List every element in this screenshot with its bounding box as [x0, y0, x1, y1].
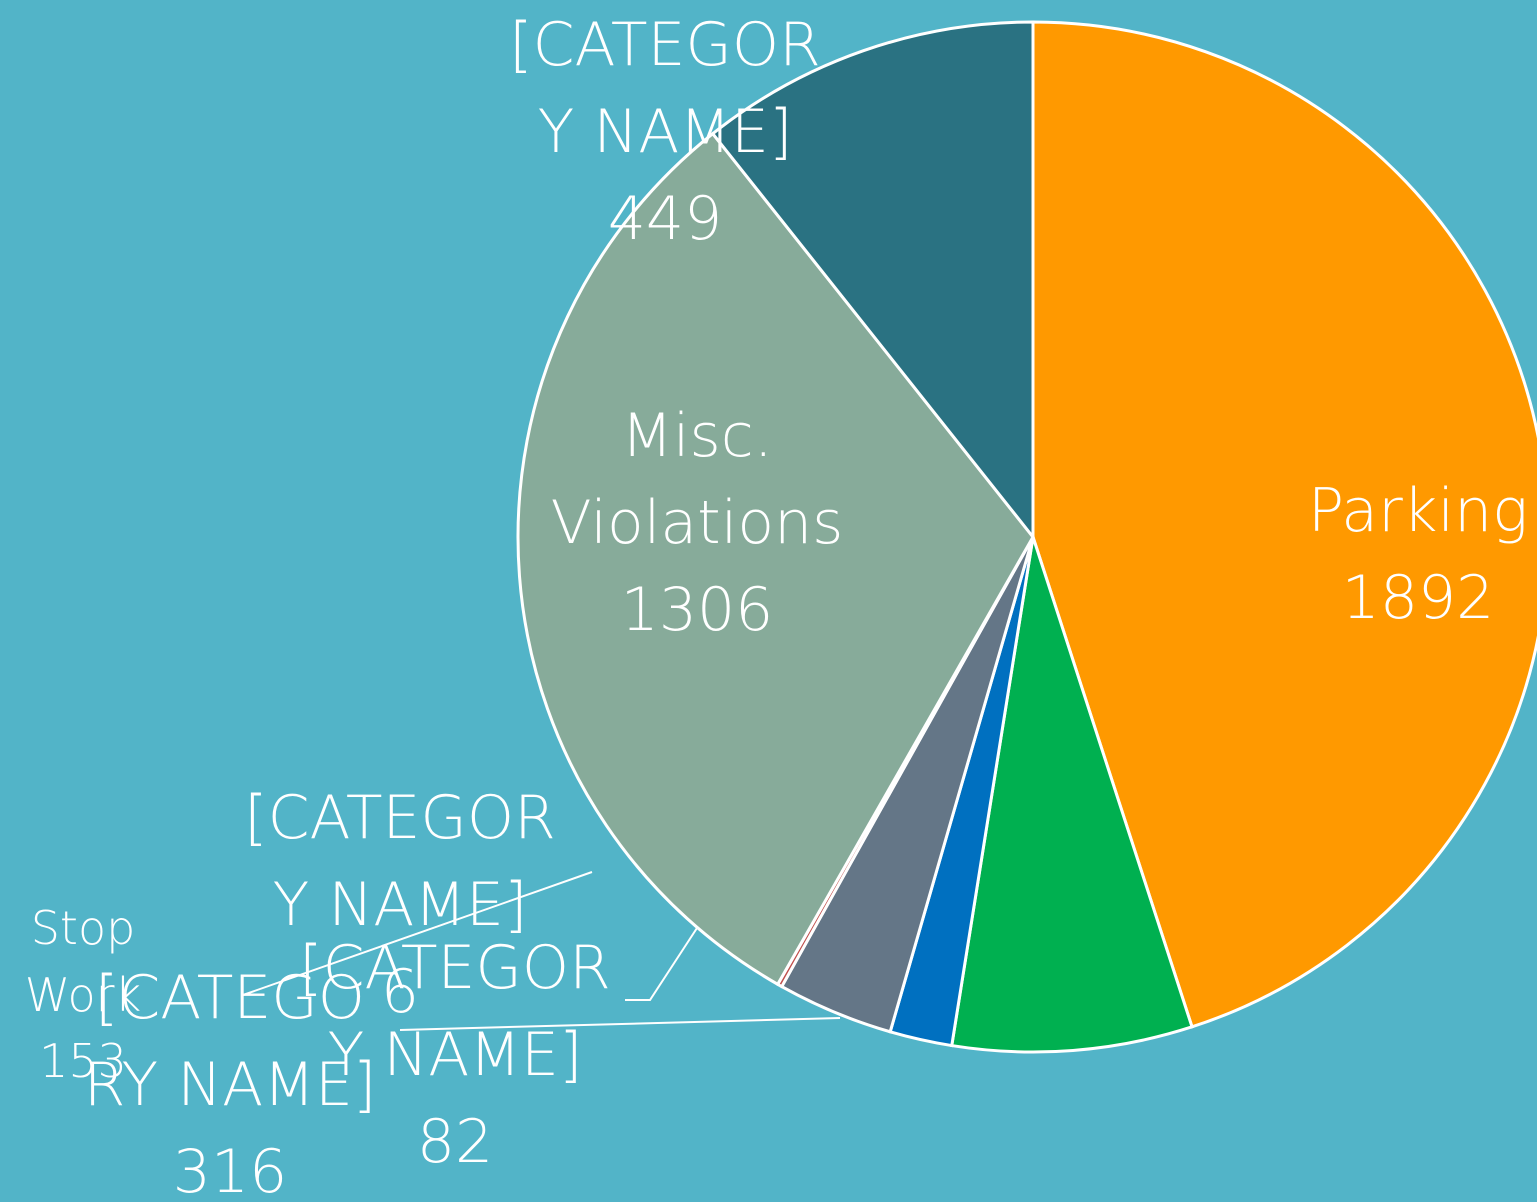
label-value: 82: [416, 1107, 494, 1177]
label-name: Misc. Violations: [550, 401, 844, 558]
slices: [516, 20, 1537, 1054]
data-label: Parking 1892: [1288, 468, 1537, 642]
pie-slice: [1031, 20, 1537, 1029]
label-value: 6: [380, 957, 420, 1027]
leader-line: [242, 871, 593, 996]
data-label: [CATEGORY NAME] 449: [505, 2, 825, 263]
label-value: 1306: [620, 575, 774, 645]
pie-slice: [710, 20, 1035, 542]
data-label: Misc. Violations 1306: [537, 393, 857, 654]
data-label: [CATEGORY NAME] 316: [75, 955, 385, 1202]
label-name: [CATEGORY NAME]: [509, 10, 821, 167]
pie-slice: [516, 131, 1035, 987]
label-value: 1892: [1341, 563, 1495, 633]
label-name: [CATEGORY NAME]: [83, 963, 377, 1120]
leader-lines: [242, 871, 841, 1031]
data-label: [CATEGORY NAME] 82: [295, 925, 615, 1186]
label-value: 153: [39, 1034, 127, 1089]
label-name: Stop Work: [24, 901, 142, 1022]
leader-line: [399, 1017, 841, 1031]
label-name: [CATEGORY NAME]: [244, 783, 556, 940]
data-label: Stop Work 153: [8, 895, 158, 1095]
label-name: Parking: [1307, 476, 1529, 546]
label-value: 316: [172, 1137, 288, 1202]
label-value: 449: [607, 184, 723, 254]
label-name: [CATEGORY NAME]: [299, 933, 611, 1090]
leader-line: [625, 927, 698, 1001]
pie-slice: [950, 536, 1194, 1054]
data-label: [CATEGORY NAME] 6: [240, 775, 560, 1036]
